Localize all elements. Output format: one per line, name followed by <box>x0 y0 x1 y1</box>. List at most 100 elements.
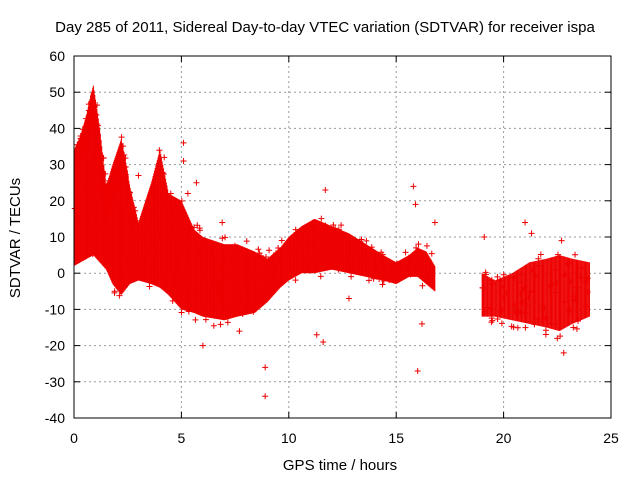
data-point <box>364 259 371 266</box>
data-point <box>233 284 240 291</box>
data-point <box>215 285 222 292</box>
data-point <box>251 288 258 295</box>
data-point <box>573 284 580 291</box>
data-point <box>584 289 591 296</box>
data-point <box>535 262 542 269</box>
data-point <box>273 262 280 269</box>
data-point <box>519 298 526 305</box>
data-point <box>370 275 377 282</box>
data-point <box>237 294 244 301</box>
data-point <box>168 275 175 282</box>
data-point <box>102 170 109 177</box>
data-point <box>76 216 83 223</box>
outlier-point <box>219 219 226 226</box>
data-point <box>110 190 117 197</box>
data-point <box>394 260 401 267</box>
data-point <box>500 294 507 301</box>
data-point <box>423 242 430 249</box>
data-point <box>487 305 494 312</box>
data-point <box>130 204 137 211</box>
outlier-point <box>412 201 419 208</box>
data-point <box>132 264 139 271</box>
data-point <box>570 324 577 331</box>
data-point <box>489 317 496 324</box>
y-tick-label: 50 <box>49 84 65 100</box>
data-point <box>483 271 490 278</box>
data-point <box>326 228 333 235</box>
data-point <box>335 226 342 233</box>
data-point <box>312 262 319 269</box>
outlier-point <box>345 295 352 302</box>
data-point <box>146 283 153 290</box>
data-point <box>488 277 495 284</box>
data-point <box>176 287 183 294</box>
data-point <box>121 151 128 158</box>
data-point <box>354 268 361 275</box>
data-point <box>163 215 170 222</box>
data-point <box>298 244 305 251</box>
data-point <box>347 259 354 266</box>
data-point <box>498 306 505 313</box>
data-point <box>522 309 529 316</box>
data-point <box>76 161 83 168</box>
data-point <box>419 282 426 289</box>
data-point <box>567 278 574 285</box>
data-point <box>529 267 536 274</box>
data-point <box>317 273 324 280</box>
data-point <box>241 265 248 272</box>
data-point <box>373 266 380 273</box>
outlier-point <box>193 179 200 186</box>
outlier-point <box>322 186 329 193</box>
data-point <box>224 313 231 320</box>
axis-ticks: -40 -30 -20 -10 0 10 20 30 40 50 60 0 5 10 15 20 25 <box>45 48 619 446</box>
data-point <box>488 315 495 322</box>
data-point <box>334 249 341 256</box>
data-point <box>219 235 226 242</box>
data-point <box>510 324 517 331</box>
outlier-point <box>554 335 561 342</box>
data-point <box>119 160 126 167</box>
outlier-point <box>418 320 425 327</box>
data-point <box>94 102 101 109</box>
data-point <box>383 262 390 269</box>
data-point <box>402 249 409 256</box>
data-point <box>494 315 501 322</box>
data-point <box>569 293 576 300</box>
data-point <box>523 302 530 309</box>
data-point <box>202 244 209 251</box>
data-point <box>573 325 580 332</box>
data-point <box>153 246 160 253</box>
y-tick-label: 10 <box>49 229 65 245</box>
data-point <box>425 260 432 267</box>
data-point <box>112 189 119 196</box>
x-tick-label: 15 <box>388 430 404 446</box>
data-point <box>100 200 107 207</box>
data-point <box>169 226 176 233</box>
data-point <box>479 284 486 291</box>
data-point <box>428 250 435 257</box>
data-point <box>413 244 420 251</box>
data-point <box>167 190 174 197</box>
data-point <box>156 147 163 154</box>
data-point <box>172 279 179 286</box>
data-point <box>392 270 399 277</box>
data-point <box>562 271 569 278</box>
data-point <box>341 233 348 240</box>
data-point <box>249 271 256 278</box>
data-point <box>578 264 585 271</box>
data-point <box>412 268 419 275</box>
data-point <box>113 181 120 188</box>
data-point <box>365 277 372 284</box>
data-point <box>279 253 286 260</box>
data-point <box>191 291 198 298</box>
data-point <box>291 254 298 261</box>
data-point <box>201 273 208 280</box>
data-point <box>174 267 181 274</box>
data-point <box>104 182 111 189</box>
data-point <box>206 287 213 294</box>
data-point <box>545 320 552 327</box>
x-tick-label: 10 <box>281 430 297 446</box>
y-axis-label: SDTVAR / TECUs <box>7 178 24 298</box>
data-point <box>359 254 366 261</box>
data-point <box>196 251 203 258</box>
